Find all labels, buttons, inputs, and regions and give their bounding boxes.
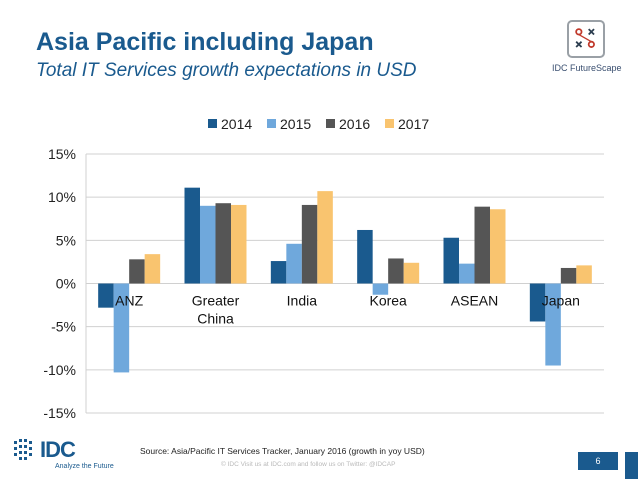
bar	[490, 209, 506, 284]
bar	[301, 204, 318, 284]
growth-bar-chart: -15% -10% -5% 0% 5% 10% 15% ANZ Greater China Indi…	[43, 116, 604, 421]
bar	[144, 254, 161, 284]
x-category-label: Greater	[192, 293, 240, 309]
bar	[403, 262, 420, 284]
idc-globe-icon	[14, 439, 32, 460]
bar	[231, 204, 247, 284]
legend-swatch	[326, 119, 335, 128]
bar	[388, 258, 404, 284]
x-category-label: Korea	[369, 293, 407, 309]
legend-label: 2014	[221, 116, 252, 132]
bar	[560, 267, 577, 284]
bar	[215, 203, 231, 284]
y-tick-label: -10%	[43, 362, 76, 378]
x-category-label: ASEAN	[451, 293, 498, 309]
bar	[443, 237, 459, 284]
futurescape-icon	[567, 20, 605, 58]
legend-label: 2017	[398, 116, 429, 132]
y-tick-label: -15%	[43, 405, 76, 421]
bar	[200, 205, 216, 284]
bar	[372, 283, 389, 295]
bar	[270, 261, 287, 284]
y-tick-label: 5%	[56, 232, 76, 248]
bar	[113, 283, 130, 373]
corner-accent	[625, 452, 638, 479]
bar	[286, 243, 302, 284]
bar	[357, 229, 373, 284]
legend-swatch	[208, 119, 217, 128]
legend-swatch	[267, 119, 276, 128]
page-number: 6	[578, 452, 618, 470]
y-tick-label: 10%	[48, 189, 76, 205]
slide-subtitle: Total IT Services growth expectations in…	[36, 60, 417, 81]
x-category-label: ANZ	[115, 293, 143, 309]
idc-tagline: Analyze the Future	[55, 463, 114, 470]
legend-label: 2016	[339, 116, 370, 132]
y-tick-label: -5%	[51, 319, 76, 335]
y-tick-label: 0%	[56, 276, 76, 292]
source-note: Source: Asia/Pacific IT Services Tracker…	[140, 446, 425, 456]
bar	[474, 206, 490, 284]
bar	[98, 283, 114, 308]
copyright-footer: © IDC Visit us at IDC.com and follow us …	[221, 461, 396, 468]
slide-title: Asia Pacific including Japan	[36, 28, 374, 56]
bar	[129, 259, 145, 284]
idc-logo-text: IDC	[40, 437, 76, 462]
bar	[317, 191, 333, 284]
futurescape-label: IDC FutureScape	[552, 63, 622, 73]
x-category-label: Japan	[542, 293, 580, 309]
y-tick-label: 15%	[48, 146, 76, 162]
bar	[576, 265, 592, 284]
bar	[459, 263, 475, 284]
bar	[184, 187, 200, 284]
bar	[529, 283, 546, 322]
legend-swatch	[385, 119, 394, 128]
x-category-label: India	[287, 293, 318, 309]
x-category-label: China	[197, 311, 234, 327]
legend-label: 2015	[280, 116, 311, 132]
bar	[545, 283, 561, 366]
